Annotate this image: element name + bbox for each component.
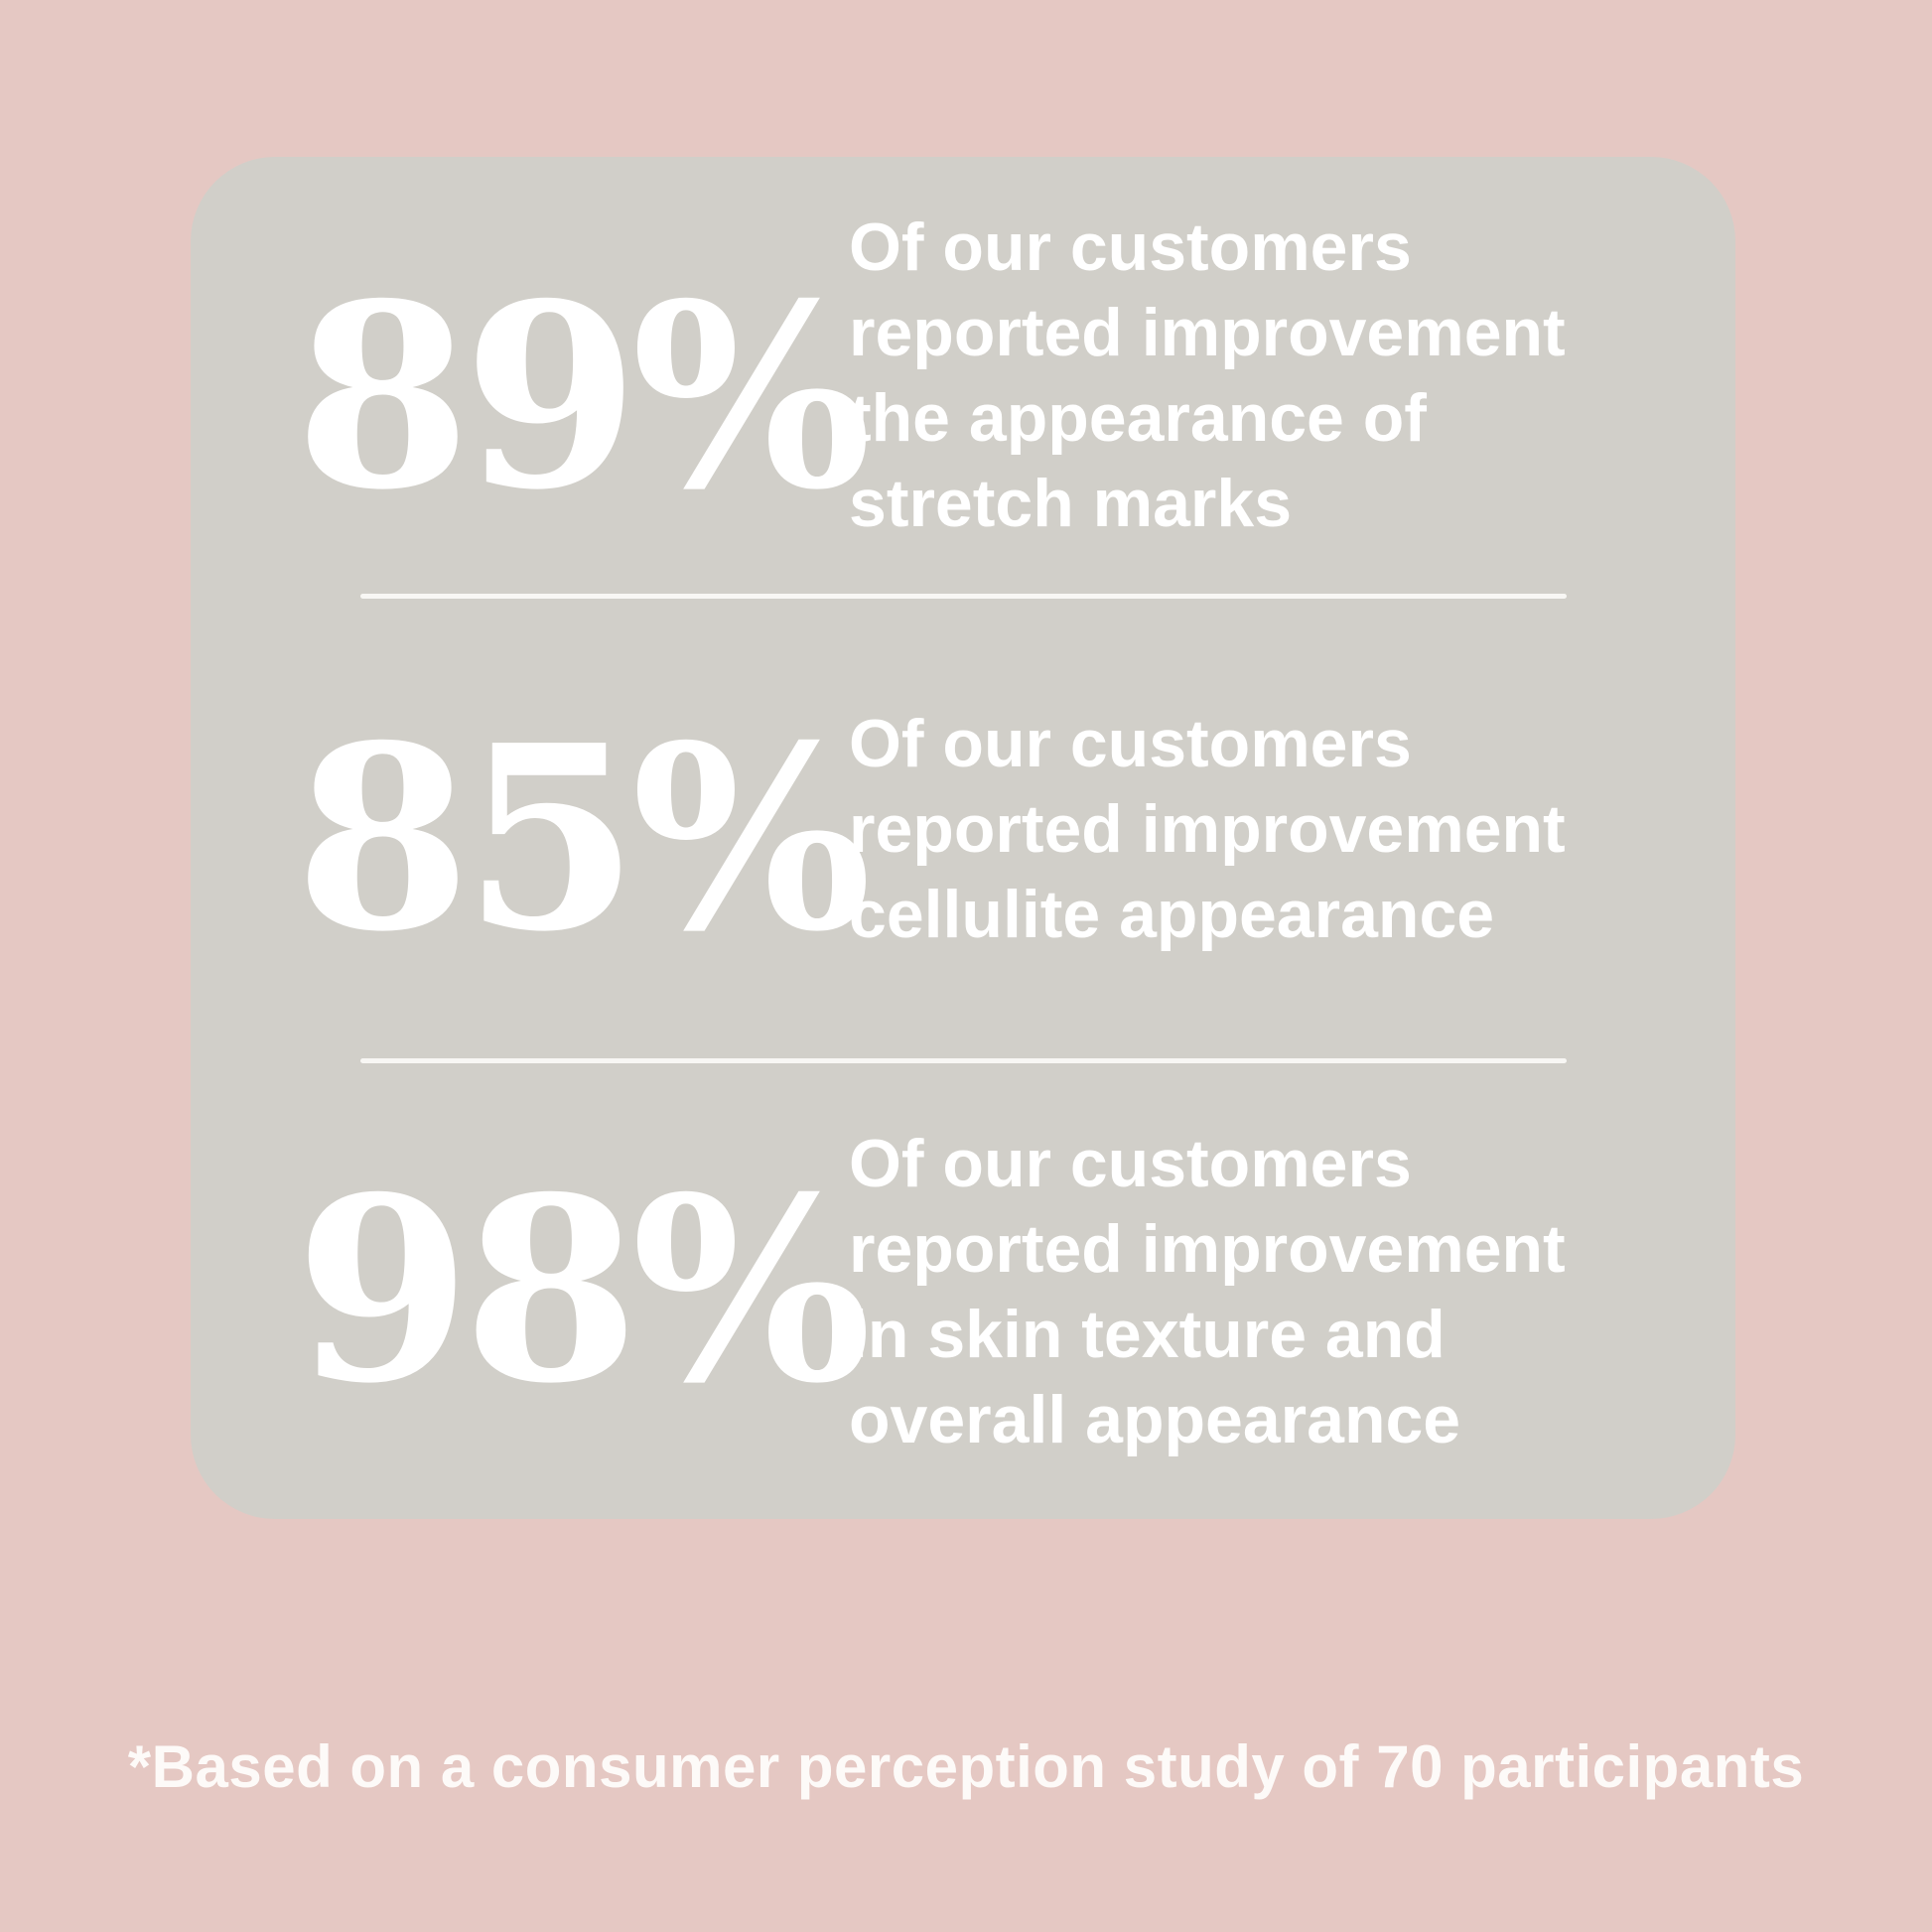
stat-row-skin-texture: 98% Of our customers reported improvemen… [191,1063,1735,1519]
stat-value-cellulite: 85% [295,691,872,988]
stat-row-stretch-marks: 89% Of our customers reported improvemen… [191,157,1735,594]
footnote: *Based on a consumer perception study of… [127,1733,1805,1800]
stat-value-stretch-marks: 89% [295,248,872,546]
stat-value-skin-texture: 98% [295,1143,872,1440]
stats-card: 89% Of our customers reported improvemen… [191,157,1735,1519]
divider-line [359,594,1567,599]
stat-description-stretch-marks: Of our customers reported improvement th… [849,209,1566,541]
stat-description-skin-texture: Of our customers reported improvement in… [849,1125,1566,1457]
stat-row-cellulite: 85% Of our customers reported improvemen… [191,599,1735,1058]
divider-line [359,1058,1567,1063]
stat-description-cellulite: Of our customers reported improvement ce… [849,705,1566,952]
